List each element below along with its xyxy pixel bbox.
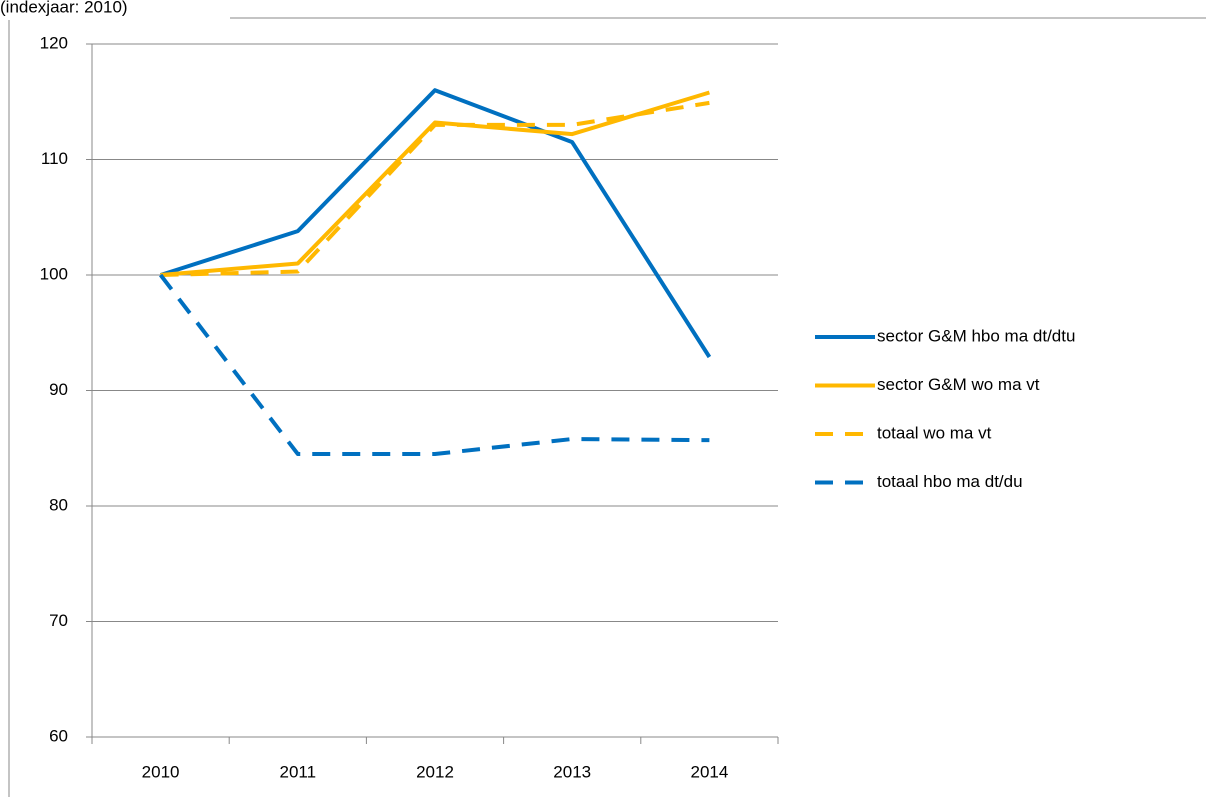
y-tick-label: 60 xyxy=(49,726,68,745)
x-tick-label: 2012 xyxy=(416,762,454,781)
series-line xyxy=(159,88,712,359)
legend-label: sector G&M hbo ma dt/dtu xyxy=(877,326,1075,345)
y-tick-label: 110 xyxy=(41,149,68,168)
series-line xyxy=(160,100,710,277)
y-tick-label: 120 xyxy=(40,33,68,52)
series-line xyxy=(159,273,710,457)
x-tick-label: 2011 xyxy=(280,762,317,781)
y-tick-label: 90 xyxy=(49,380,68,399)
chart-title: (indexjaar: 2010) xyxy=(0,0,128,16)
x-tick-label: 2014 xyxy=(690,762,728,781)
x-tick-label: 2010 xyxy=(142,762,180,781)
legend-label: sector G&M wo ma vt xyxy=(877,375,1040,394)
x-tick-label: 2013 xyxy=(553,762,591,781)
y-tick-label: 80 xyxy=(49,495,68,514)
legend-label: totaal hbo ma dt/du xyxy=(877,472,1023,491)
legend-label: totaal wo ma vt xyxy=(877,423,992,442)
y-tick-label: 100 xyxy=(40,264,68,283)
chart-frame xyxy=(8,17,1206,797)
series-line xyxy=(160,90,710,277)
title-background xyxy=(0,0,230,20)
y-tick-label: 70 xyxy=(49,611,68,630)
